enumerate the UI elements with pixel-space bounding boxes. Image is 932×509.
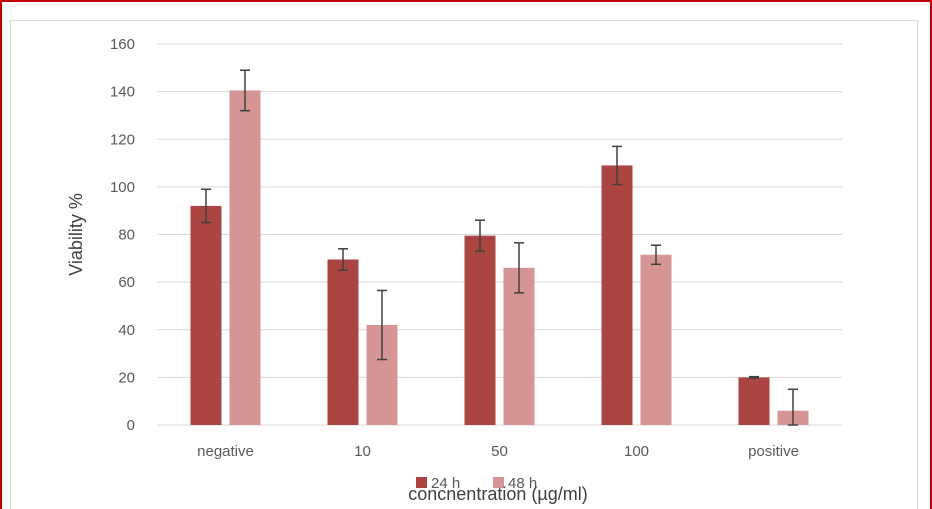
legend-label: 48 h — [508, 475, 537, 492]
bar — [190, 205, 222, 425]
bar — [229, 90, 261, 425]
y-tick-label: 0 — [127, 417, 135, 434]
x-tick-label: negative — [197, 443, 254, 460]
legend: 24 h 48 h — [416, 475, 537, 492]
y-tick-label: 120 — [110, 131, 135, 148]
legend-label: 24 h — [431, 475, 460, 492]
y-axis-label: Viability % — [66, 193, 86, 276]
x-axis-ticks: negative 10 50 100 positive — [197, 443, 799, 460]
bar — [640, 254, 672, 425]
x-axis-label: concnentration (µg/ml) — [408, 484, 587, 504]
bar — [601, 165, 633, 425]
legend-swatch — [416, 477, 427, 488]
bar — [327, 259, 359, 425]
y-axis-ticks: 0 20 40 60 80 100 120 140 160 — [110, 36, 135, 434]
error-bars — [201, 69, 798, 426]
bar — [738, 377, 770, 425]
y-tick-label: 20 — [118, 369, 135, 386]
frame-border-left — [0, 0, 2, 509]
chart-area — [10, 20, 918, 509]
frame-border-top — [0, 0, 932, 2]
y-tick-label: 160 — [110, 36, 135, 53]
frame-border-right — [930, 0, 932, 509]
y-tick-label: 140 — [110, 84, 135, 101]
bars — [190, 90, 809, 425]
x-tick-label: 100 — [624, 443, 649, 460]
y-tick-label: 80 — [118, 227, 135, 244]
legend-swatch — [493, 477, 504, 488]
y-tick-label: 60 — [118, 274, 135, 291]
y-tick-label: 40 — [118, 322, 135, 339]
y-tick-label: 100 — [110, 179, 135, 196]
gridlines — [157, 43, 842, 426]
bar — [464, 235, 496, 425]
bar — [503, 267, 535, 425]
x-tick-label: positive — [748, 443, 799, 460]
x-tick-label: 10 — [354, 443, 371, 460]
x-tick-label: 50 — [491, 443, 508, 460]
